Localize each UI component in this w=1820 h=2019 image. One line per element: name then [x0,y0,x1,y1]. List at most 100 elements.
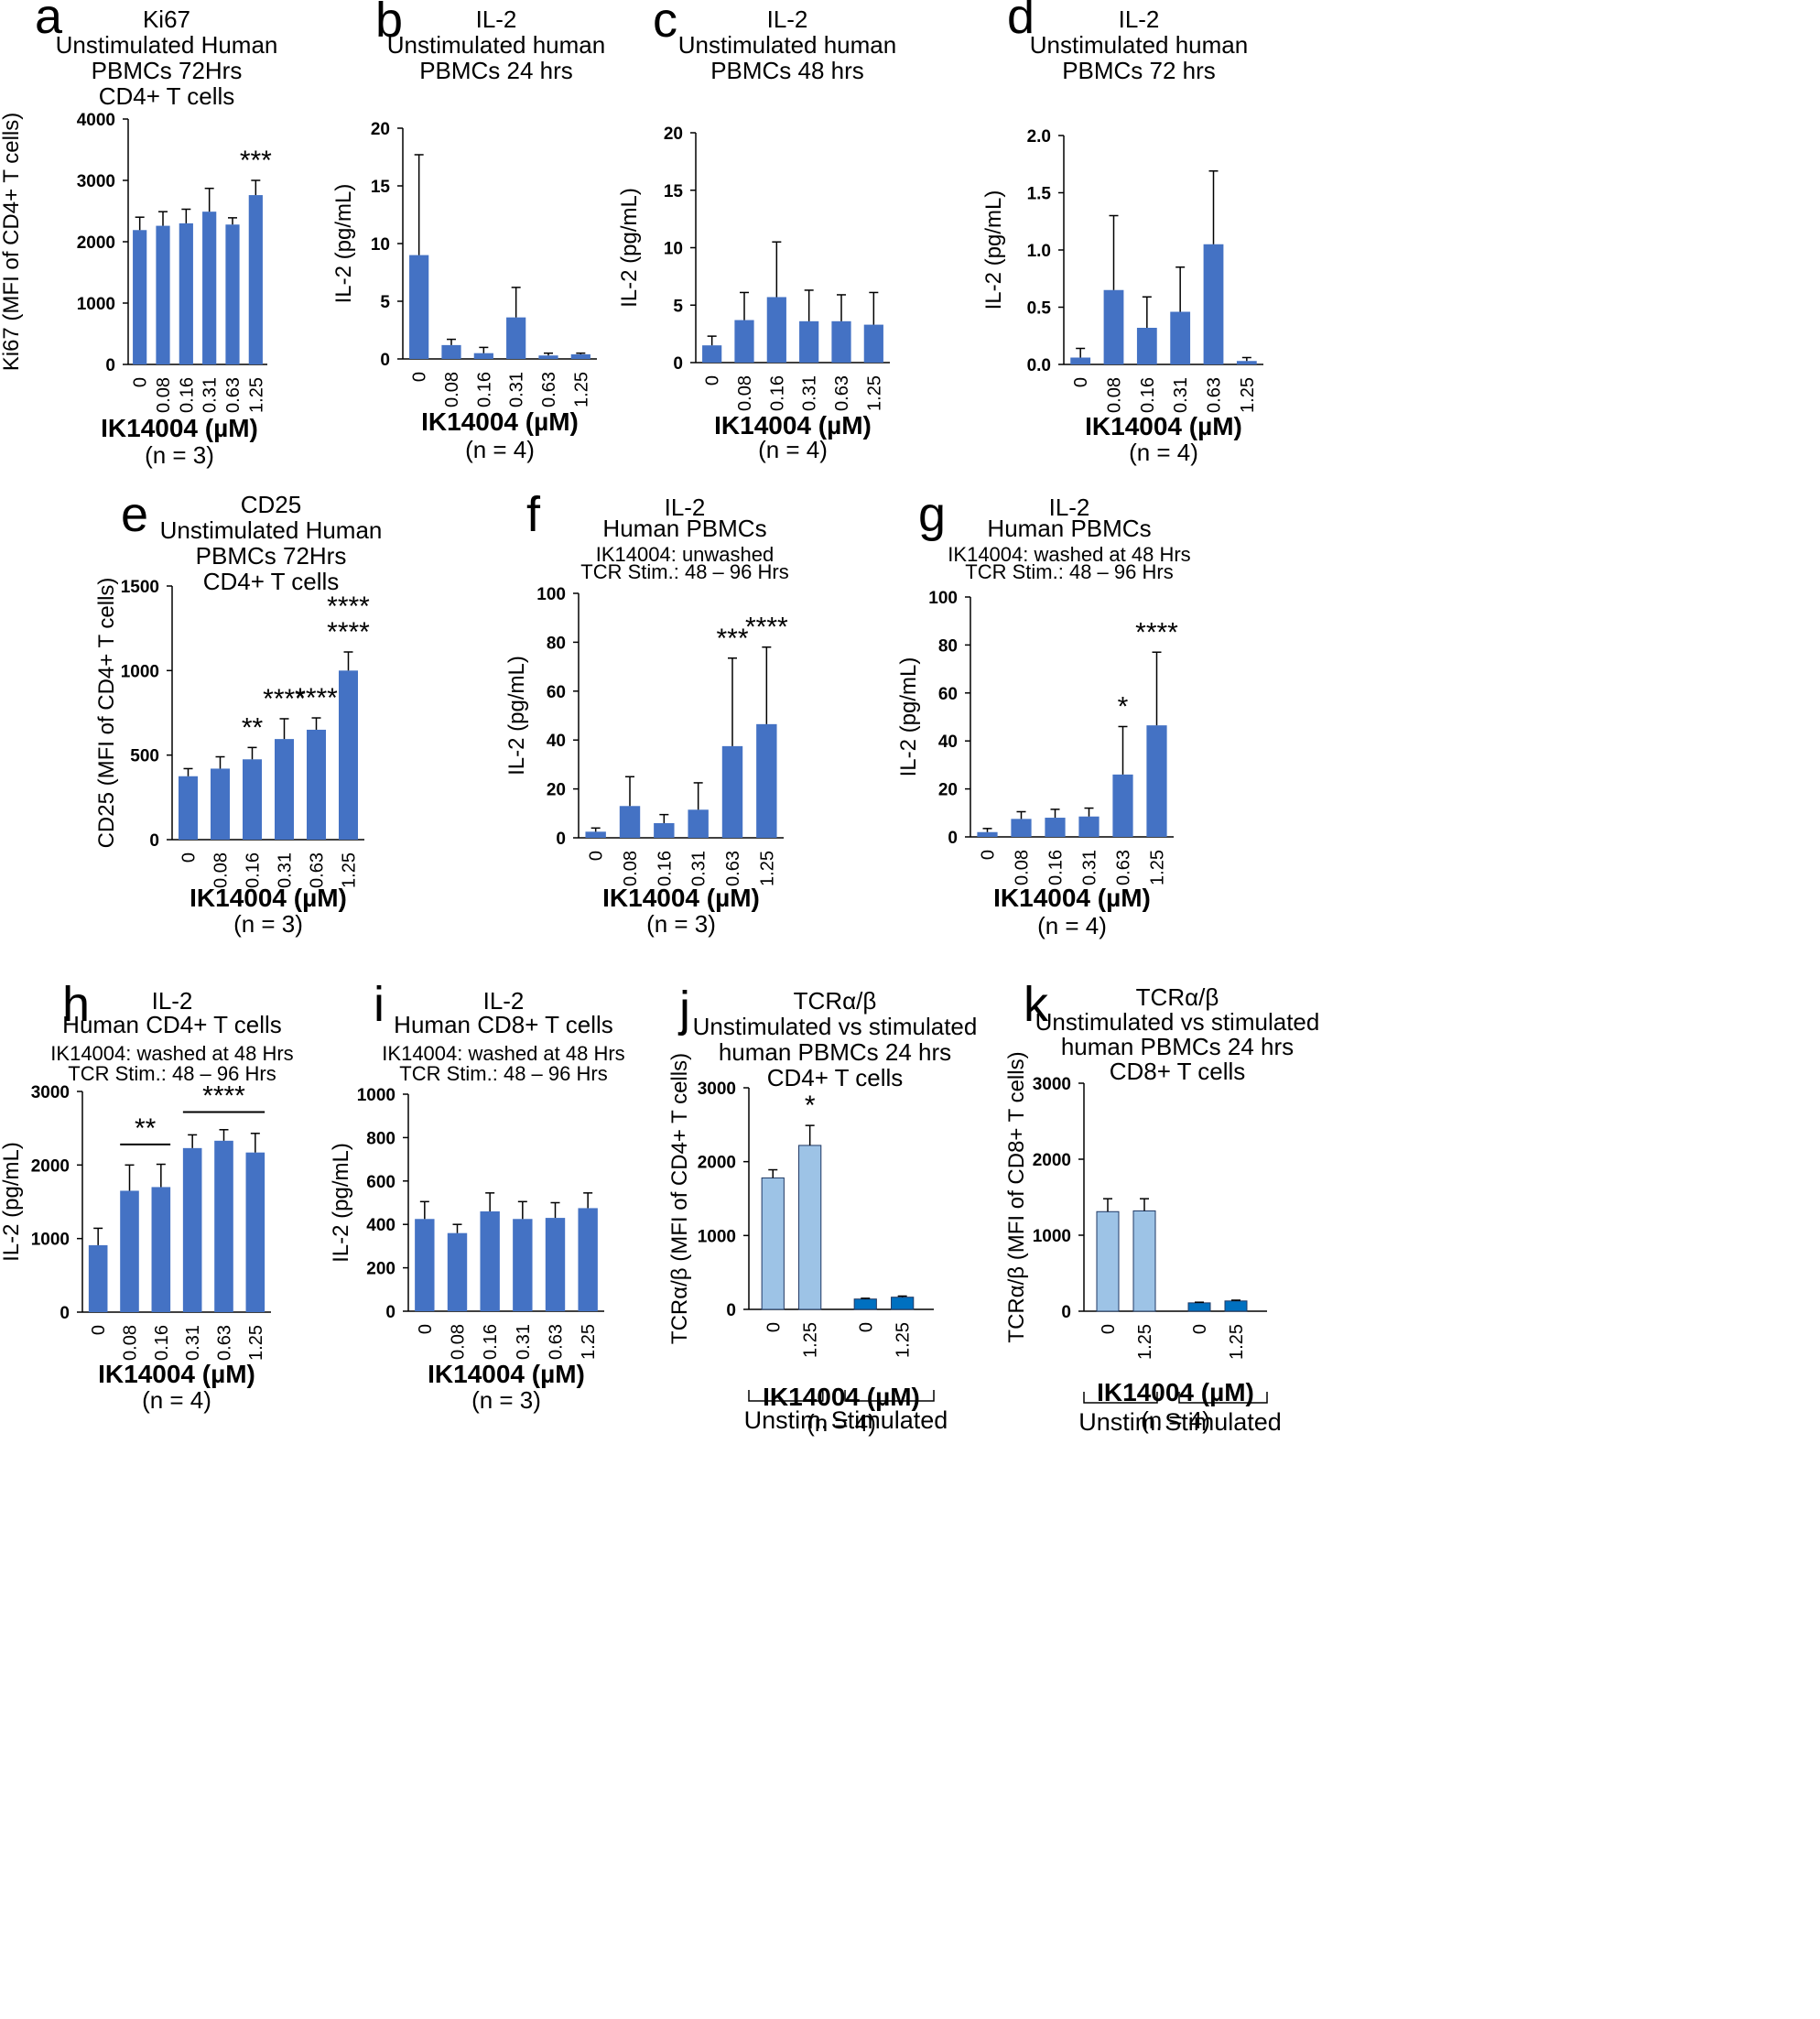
y-tick-label: 0 [105,356,115,375]
x-tick-label: 1.25 [1148,850,1168,885]
bar-0.31 [1170,311,1191,364]
x-tick-label: 0.31 [1171,377,1191,413]
chart-title-line: CD8+ T cells [1110,1058,1246,1085]
chart-title-line: TCRα/β [794,987,877,1015]
chart-title-line: IK14004: washed at 48 Hrs [50,1042,293,1065]
chart-title-line: PBMCs 72Hrs [196,542,347,570]
x-tick-label: 0.63 [215,1325,235,1361]
x-axis-label: IK14004 (µM) [98,1360,255,1388]
sample-size: (n = 4) [1129,439,1198,466]
panel-letter-h: h [62,977,90,1032]
x-tick-label: 1.25 [1227,1324,1247,1360]
x-tick-label: 0.31 [1080,850,1100,885]
bar-0 [133,230,147,364]
bar-0.16 [179,223,193,364]
y-tick-label: 2000 [77,233,115,253]
panel-letter-i: i [374,977,385,1032]
chart-title-line: IK14004: washed at 48 Hrs [382,1042,624,1065]
chart-title-line: PBMCs 24 hrs [419,57,573,84]
sample-size: (n = 4) [1037,912,1107,939]
bar-0.31 [799,320,819,363]
y-tick-label: 0 [149,831,159,851]
bar-0 [415,1219,435,1311]
bar-0 [1070,357,1091,364]
x-tick-label: 0.16 [655,851,675,886]
x-tick-label: 0.08 [735,375,755,411]
y-axis-label: IL-2 (pg/mL) [981,190,1006,310]
bar-0.63 [225,224,240,364]
significance-stars: **** [202,1080,245,1111]
y-tick-label: 0 [385,1303,395,1322]
x-axis-label: IK14004 (µM) [101,414,258,442]
chart-title-line: Human CD4+ T cells [62,1011,282,1038]
bar-0.31 [202,212,217,364]
bar-0.31 [688,809,709,838]
bar-0.31 [513,1219,533,1311]
bar-0.16 [151,1187,171,1312]
chart-title-line: human PBMCs 24 hrs [1061,1033,1294,1060]
y-tick-label: 20 [547,781,566,800]
x-tick-label: 0.08 [121,1325,141,1361]
bar-0.31 [1078,816,1100,837]
x-tick-label: 0.16 [1138,377,1158,413]
bar-0 [977,831,998,837]
bar-1.25 [863,324,883,363]
x-tick-label: 1.25 [571,372,591,407]
chart-title-line: IL-2 [476,5,517,33]
y-tick-label: 0 [60,1304,70,1323]
chart-title-line: CD4+ T cells [203,568,340,595]
significance-stars: **** [327,617,370,647]
chart-title-line: IL-2 [483,987,525,1015]
y-tick-label: 1000 [698,1227,736,1246]
chart-title-line: PBMCs 48 hrs [710,57,864,84]
bar-0.63 [1203,244,1224,364]
y-tick-label: 0 [673,354,683,374]
y-tick-label: 600 [366,1173,395,1192]
chart-title-line: IL-2 [1049,494,1090,521]
bar-0.08 [441,344,461,359]
y-tick-label: 1.5 [1027,185,1052,204]
sample-size: (n = 4) [142,1386,211,1414]
chart-title-line: human PBMCs 24 hrs [719,1038,951,1066]
y-tick-label: 20 [664,125,683,144]
y-tick-label: 1000 [31,1231,70,1250]
y-axis-label: TCRα/β (MFI of CD4+ T cells) [667,1053,692,1344]
x-tick-label: 0.08 [442,372,462,407]
x-tick-label: 0.31 [514,1324,534,1360]
x-tick-label: 0.16 [177,377,197,413]
bar-0.63 [831,320,851,363]
x-tick-label: 0.08 [1013,850,1033,885]
x-tick-label: 0.31 [183,1325,203,1361]
sample-size: (n = 3) [145,441,214,469]
bar-0.08 [120,1190,139,1312]
x-tick-label: 0 [1099,1324,1119,1334]
y-axis-label: IL-2 (pg/mL) [331,184,356,304]
y-tick-label: 2000 [31,1156,70,1176]
bar-0.63 [214,1140,233,1312]
x-axis-label: IK14004 (µM) [428,1360,585,1388]
chart-title-line: Unstimulated vs stimulated [1035,1008,1320,1036]
bar-0.63 [538,355,558,359]
x-tick-label: 0 [1071,377,1091,387]
y-tick-label: 0 [556,830,566,849]
chart-title-line: TCR Stim.: 48 – 96 Hrs [965,560,1173,583]
y-tick-label: 3000 [77,172,115,191]
x-tick-label: 0.16 [152,1325,172,1361]
y-tick-label: 2000 [698,1154,736,1173]
significance-stars: * [805,1091,816,1121]
chart-title-line: TCR Stim.: 48 – 96 Hrs [580,560,788,583]
y-tick-label: 20 [371,120,390,139]
sample-size: (n = 4) [1141,1406,1210,1434]
sample-size: (n = 4) [758,436,828,463]
y-tick-label: 400 [366,1216,395,1235]
y-tick-label: 1000 [121,662,159,681]
group-bracket [1178,1392,1268,1404]
y-tick-label: 10 [664,240,683,259]
bar-0.16 [243,759,262,840]
x-axis-label: IK14004 (µM) [421,407,579,436]
bar-0.16 [766,297,786,363]
